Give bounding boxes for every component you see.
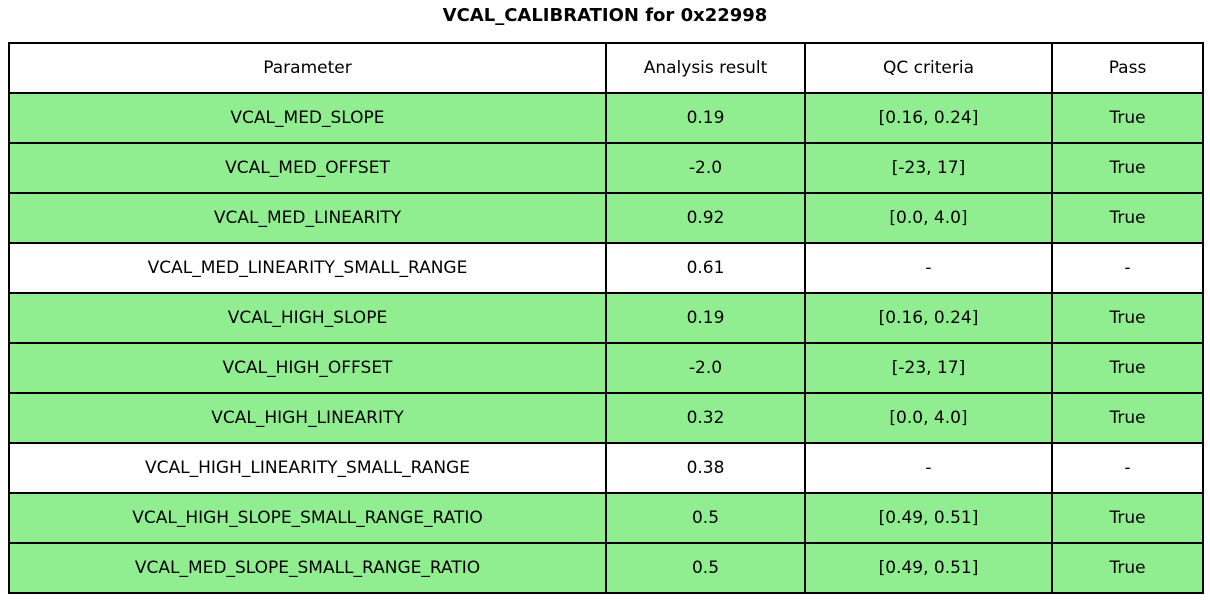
cell-parameter: VCAL_MED_OFFSET xyxy=(9,143,606,193)
cell-pass: True xyxy=(1052,293,1203,343)
cell-analysis-result: -2.0 xyxy=(606,343,805,393)
cell-parameter: VCAL_HIGH_SLOPE_SMALL_RANGE_RATIO xyxy=(9,493,606,543)
cell-parameter: VCAL_MED_SLOPE xyxy=(9,93,606,143)
column-header-qc-criteria: QC criteria xyxy=(805,43,1052,93)
table-row: VCAL_HIGH_LINEARITY_SMALL_RANGE 0.38 - - xyxy=(9,443,1203,493)
cell-qc-criteria: [0.49, 0.51] xyxy=(805,493,1052,543)
table-row: VCAL_MED_LINEARITY 0.92 [0.0, 4.0] True xyxy=(9,193,1203,243)
cell-analysis-result: 0.32 xyxy=(606,393,805,443)
cell-analysis-result: 0.5 xyxy=(606,493,805,543)
cell-qc-criteria: [0.0, 4.0] xyxy=(805,193,1052,243)
cell-parameter: VCAL_HIGH_SLOPE xyxy=(9,293,606,343)
column-header-parameter: Parameter xyxy=(9,43,606,93)
qc-results-table: Parameter Analysis result QC criteria Pa… xyxy=(8,42,1204,594)
cell-analysis-result: 0.38 xyxy=(606,443,805,493)
cell-parameter: VCAL_HIGH_OFFSET xyxy=(9,343,606,393)
cell-analysis-result: 0.61 xyxy=(606,243,805,293)
table-row: VCAL_MED_SLOPE 0.19 [0.16, 0.24] True xyxy=(9,93,1203,143)
cell-parameter: VCAL_HIGH_LINEARITY_SMALL_RANGE xyxy=(9,443,606,493)
table-row: VCAL_MED_LINEARITY_SMALL_RANGE 0.61 - - xyxy=(9,243,1203,293)
cell-pass: True xyxy=(1052,543,1203,593)
cell-parameter: VCAL_MED_SLOPE_SMALL_RANGE_RATIO xyxy=(9,543,606,593)
cell-parameter: VCAL_MED_LINEARITY_SMALL_RANGE xyxy=(9,243,606,293)
cell-analysis-result: 0.92 xyxy=(606,193,805,243)
column-header-pass: Pass xyxy=(1052,43,1203,93)
table-row: VCAL_MED_OFFSET -2.0 [-23, 17] True xyxy=(9,143,1203,193)
cell-analysis-result: 0.5 xyxy=(606,543,805,593)
cell-analysis-result: 0.19 xyxy=(606,293,805,343)
cell-qc-criteria: - xyxy=(805,443,1052,493)
cell-analysis-result: -2.0 xyxy=(606,143,805,193)
cell-qc-criteria: [0.16, 0.24] xyxy=(805,93,1052,143)
table-row: VCAL_MED_SLOPE_SMALL_RANGE_RATIO 0.5 [0.… xyxy=(9,543,1203,593)
table-row: VCAL_HIGH_SLOPE 0.19 [0.16, 0.24] True xyxy=(9,293,1203,343)
cell-analysis-result: 0.19 xyxy=(606,93,805,143)
cell-pass: True xyxy=(1052,193,1203,243)
cell-qc-criteria: [-23, 17] xyxy=(805,143,1052,193)
table-row: VCAL_HIGH_SLOPE_SMALL_RANGE_RATIO 0.5 [0… xyxy=(9,493,1203,543)
cell-pass: - xyxy=(1052,243,1203,293)
cell-pass: True xyxy=(1052,143,1203,193)
cell-qc-criteria: [0.49, 0.51] xyxy=(805,543,1052,593)
cell-pass: True xyxy=(1052,493,1203,543)
cell-parameter: VCAL_HIGH_LINEARITY xyxy=(9,393,606,443)
cell-parameter: VCAL_MED_LINEARITY xyxy=(9,193,606,243)
cell-qc-criteria: [0.16, 0.24] xyxy=(805,293,1052,343)
cell-pass: True xyxy=(1052,93,1203,143)
table-header-row: Parameter Analysis result QC criteria Pa… xyxy=(9,43,1203,93)
column-header-analysis-result: Analysis result xyxy=(606,43,805,93)
cell-pass: True xyxy=(1052,393,1203,443)
cell-qc-criteria: - xyxy=(805,243,1052,293)
cell-qc-criteria: [-23, 17] xyxy=(805,343,1052,393)
cell-pass: True xyxy=(1052,343,1203,393)
table-row: VCAL_HIGH_LINEARITY 0.32 [0.0, 4.0] True xyxy=(9,393,1203,443)
page-title: VCAL_CALIBRATION for 0x22998 xyxy=(442,5,768,26)
cell-pass: - xyxy=(1052,443,1203,493)
table-row: VCAL_HIGH_OFFSET -2.0 [-23, 17] True xyxy=(9,343,1203,393)
cell-qc-criteria: [0.0, 4.0] xyxy=(805,393,1052,443)
